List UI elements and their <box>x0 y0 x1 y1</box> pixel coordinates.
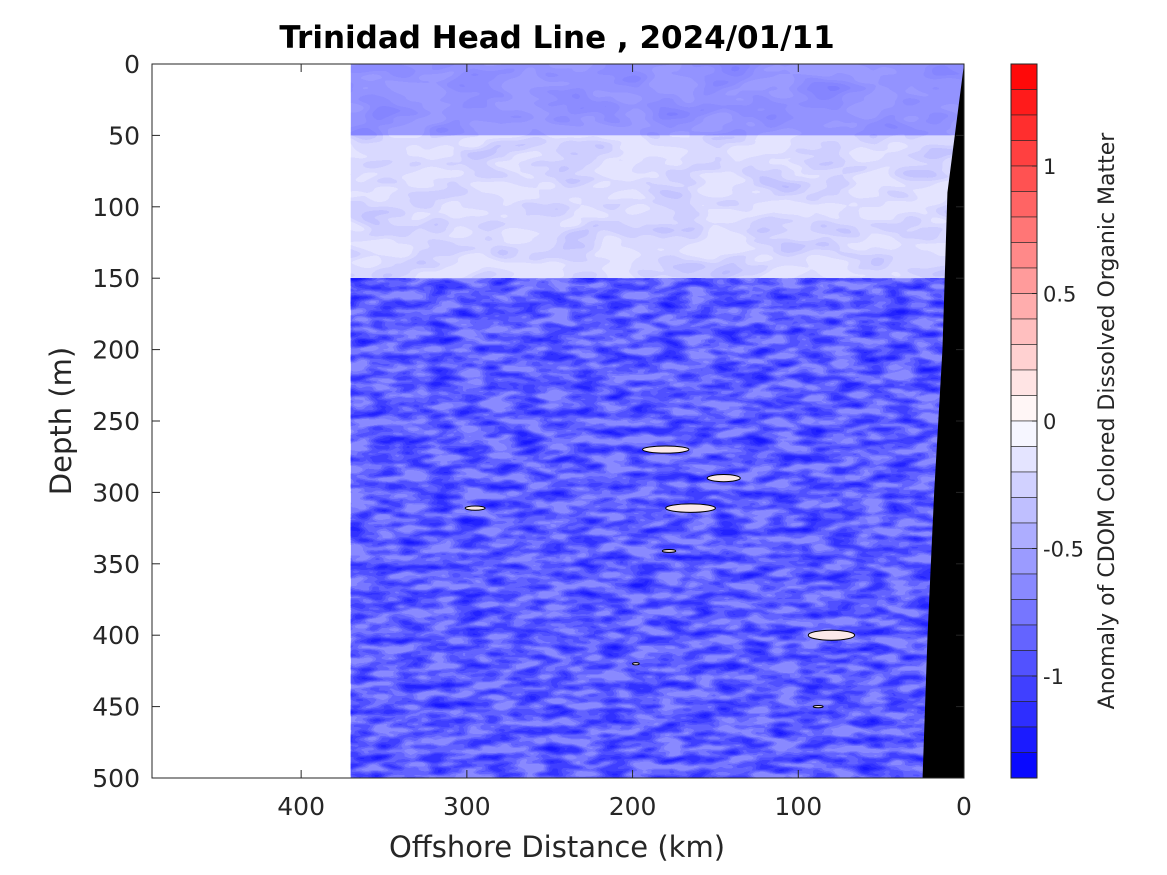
colorbar-segment <box>1010 242 1038 269</box>
colorbar-segment <box>1010 650 1038 677</box>
plot-area <box>152 64 964 778</box>
y-tick-label: 450 <box>92 693 140 722</box>
zero-contour-7 <box>812 704 824 709</box>
colorbar-tick-label: -1 <box>1043 665 1064 689</box>
colorbar-segment <box>1010 140 1038 167</box>
y-axis: 0 50 100 150 200 250 300 350 400 450 500 <box>92 50 964 793</box>
colorbar-segment <box>1010 599 1038 626</box>
y-tick-label: 350 <box>92 550 140 579</box>
colorbar: 1 0.5 0 -0.5 -1 <box>1010 63 1084 779</box>
colorbar-segment <box>1010 675 1038 702</box>
colorbar-segment <box>1010 369 1038 396</box>
y-tick-label: 200 <box>92 336 140 365</box>
zero-contours <box>464 445 856 709</box>
colorbar-segment <box>1010 89 1038 116</box>
colorbar-segment <box>1010 216 1038 243</box>
colorbar-segment <box>1010 726 1038 753</box>
colorbar-segment <box>1010 293 1038 320</box>
colorbar-segment <box>1010 114 1038 141</box>
anomaly-field <box>350 64 964 778</box>
chart-title: Trinidad Head Line , 2024/01/11 <box>279 20 834 56</box>
y-tick-label: 400 <box>92 621 140 650</box>
x-tick-label: 0 <box>956 792 972 821</box>
y-tick-label: 300 <box>92 478 140 507</box>
x-tick-label: 200 <box>609 792 657 821</box>
colorbar-segment <box>1010 752 1038 779</box>
colorbar-segment <box>1010 267 1038 294</box>
colorbar-segment <box>1010 701 1038 728</box>
zero-contour-1 <box>706 474 741 483</box>
x-axis-label: Offshore Distance (km) <box>389 830 725 864</box>
y-axis-label: Depth (m) <box>44 347 78 495</box>
colorbar-segment <box>1010 497 1038 524</box>
colorbar-segment <box>1010 420 1038 447</box>
colorbar-segment <box>1010 318 1038 345</box>
anomaly-texture-1 <box>350 135 964 279</box>
seafloor-bathymetry <box>922 64 964 778</box>
x-tick-label: 100 <box>774 792 822 821</box>
colorbar-segment <box>1010 471 1038 498</box>
anomaly-texture-0 <box>350 64 964 136</box>
y-tick-label: 100 <box>92 193 140 222</box>
y-tick-label: 0 <box>124 50 140 79</box>
zero-contour-4 <box>661 549 677 553</box>
zero-contour-5 <box>807 629 856 641</box>
x-tick-label: 300 <box>443 792 491 821</box>
colorbar-segment <box>1010 522 1038 549</box>
colorbar-segment <box>1010 165 1038 192</box>
colorbar-segment <box>1010 548 1038 575</box>
y-tick-label: 50 <box>108 121 140 150</box>
zero-contour-6 <box>632 662 640 666</box>
zero-contour-3 <box>464 505 486 511</box>
x-axis: 400 300 200 100 0 <box>277 64 972 821</box>
zero-contour-0 <box>642 445 690 454</box>
y-tick-label: 250 <box>92 407 140 436</box>
zero-contour-2 <box>665 503 716 513</box>
colorbar-segment <box>1010 63 1038 90</box>
colorbar-segment <box>1010 446 1038 473</box>
y-tick-label: 500 <box>92 764 140 793</box>
colorbar-tick-label: 0.5 <box>1043 283 1076 307</box>
colorbar-segment <box>1010 573 1038 600</box>
colorbar-tick-label: 0 <box>1043 410 1056 434</box>
colorbar-segment <box>1010 344 1038 371</box>
colorbar-segment <box>1010 624 1038 651</box>
colorbar-tick-label: -0.5 <box>1043 538 1084 562</box>
anomaly-texture-strong <box>350 278 964 778</box>
colorbar-label: Anomaly of CDOM Colored Dissolved Organi… <box>1095 132 1120 710</box>
x-tick-label: 400 <box>277 792 325 821</box>
colorbar-segment <box>1010 395 1038 422</box>
y-tick-label: 150 <box>92 264 140 293</box>
colorbar-segment <box>1010 191 1038 218</box>
colorbar-tick-label: 1 <box>1043 155 1056 179</box>
